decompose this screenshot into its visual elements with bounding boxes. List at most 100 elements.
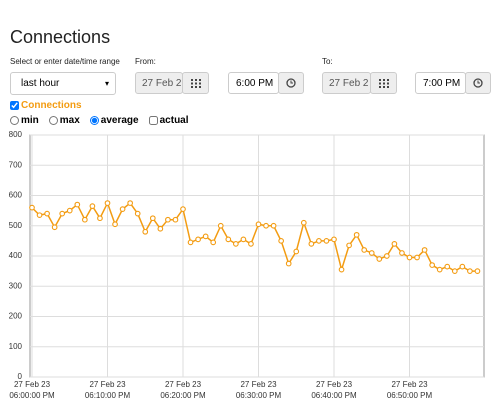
- data-point: [300, 219, 307, 226]
- from-label: From:: [135, 57, 156, 66]
- data-point: [157, 225, 164, 232]
- x-tick-label: 27 Feb 23: [89, 380, 126, 389]
- clock-icon: [473, 78, 483, 88]
- y-tick-label: 200: [9, 312, 23, 321]
- actual-label: actual: [159, 115, 189, 126]
- from-date[interactable]: 27 Feb 2: [135, 72, 183, 94]
- data-point: [187, 239, 194, 246]
- y-tick-label: 300: [9, 281, 23, 290]
- calendar-icon: [190, 78, 201, 88]
- data-point: [338, 266, 345, 273]
- data-point: [210, 239, 217, 246]
- legend-label: Connections: [21, 100, 82, 111]
- data-point: [255, 221, 262, 228]
- x-tick-label: 06:20:00 PM: [160, 391, 206, 400]
- data-point: [74, 201, 81, 208]
- x-tick-label: 27 Feb 23: [316, 380, 353, 389]
- series-line: [31, 201, 478, 273]
- data-point: [323, 238, 330, 244]
- data-point: [29, 204, 35, 211]
- data-point: [285, 260, 292, 267]
- data-point: [180, 206, 186, 212]
- data-point: [81, 216, 88, 223]
- data-point: [127, 200, 133, 206]
- data-point: [278, 238, 285, 244]
- x-tick-label: 06:50:00 PM: [387, 391, 433, 400]
- from-calendar-button[interactable]: [182, 72, 209, 94]
- mode-radio[interactable]: [48, 116, 58, 125]
- mode-option[interactable]: average: [89, 115, 139, 126]
- data-point: [421, 247, 428, 253]
- actual-checkbox[interactable]: [148, 116, 158, 125]
- clock-icon: [286, 78, 296, 88]
- data-point: [89, 203, 96, 209]
- x-tick-label: 27 Feb 23: [14, 380, 51, 389]
- data-point: [233, 241, 239, 247]
- data-point: [165, 216, 171, 223]
- data-point: [263, 222, 269, 229]
- data-point: [331, 236, 337, 243]
- data-point: [361, 247, 368, 253]
- data-point: [414, 254, 420, 261]
- series-checkbox[interactable]: [10, 101, 19, 110]
- mode-label: average: [100, 115, 139, 126]
- from-clock-button[interactable]: [278, 72, 304, 94]
- from-time[interactable]: 6:00 PM: [228, 72, 279, 94]
- to-label: To:: [322, 57, 333, 66]
- data-point: [429, 262, 436, 268]
- data-point: [66, 207, 73, 214]
- x-tick-label: 27 Feb 23: [240, 380, 277, 389]
- data-point: [36, 212, 43, 219]
- data-point: [225, 236, 232, 243]
- mode-option[interactable]: min: [10, 115, 39, 126]
- page-title: Connections: [10, 27, 111, 47]
- actual-option[interactable]: actual: [148, 115, 189, 126]
- to-calendar-button[interactable]: [370, 72, 397, 94]
- range-label: Select or enter date/time range: [10, 57, 120, 66]
- data-point: [436, 266, 443, 273]
- x-tick-label: 06:30:00 PM: [236, 391, 282, 400]
- data-point: [353, 231, 360, 238]
- range-value: last hour: [21, 78, 60, 89]
- data-point: [399, 250, 405, 256]
- mode-label: min: [21, 115, 39, 126]
- data-point: [51, 224, 58, 231]
- mode-option[interactable]: max: [48, 115, 80, 126]
- y-tick-label: 800: [9, 130, 23, 139]
- data-point: [467, 268, 473, 274]
- data-point: [104, 200, 111, 206]
- to-date[interactable]: 27 Feb 2: [322, 72, 371, 94]
- data-point: [293, 248, 300, 255]
- to-clock-button[interactable]: [465, 72, 491, 94]
- data-point: [119, 206, 126, 212]
- y-tick-label: 0: [18, 372, 23, 381]
- x-tick-label: 27 Feb 23: [391, 380, 428, 389]
- to-time[interactable]: 7:00 PM: [415, 72, 466, 94]
- data-point: [142, 228, 149, 235]
- data-point: [316, 238, 322, 244]
- data-point: [134, 210, 141, 217]
- data-point: [368, 250, 375, 256]
- mode-label: max: [59, 115, 80, 126]
- data-point: [217, 222, 224, 229]
- data-point: [376, 256, 383, 262]
- data-point: [391, 241, 398, 247]
- y-tick-label: 600: [9, 191, 23, 200]
- data-point: [451, 268, 458, 274]
- mode-radio[interactable]: [89, 116, 99, 125]
- data-point: [112, 221, 118, 228]
- data-point: [346, 242, 352, 249]
- y-tick-label: 400: [9, 251, 23, 260]
- data-point: [406, 254, 413, 261]
- mode-group: min max average actual: [10, 115, 189, 126]
- data-point: [384, 253, 390, 259]
- mode-radio[interactable]: [10, 116, 19, 125]
- data-point: [459, 263, 466, 270]
- range-select[interactable]: last hour ▾: [10, 72, 116, 95]
- y-tick-label: 100: [9, 342, 23, 351]
- data-point: [444, 263, 451, 270]
- series-toggle[interactable]: Connections: [10, 100, 82, 111]
- data-point: [474, 268, 481, 274]
- x-tick-label: 06:10:00 PM: [85, 391, 131, 400]
